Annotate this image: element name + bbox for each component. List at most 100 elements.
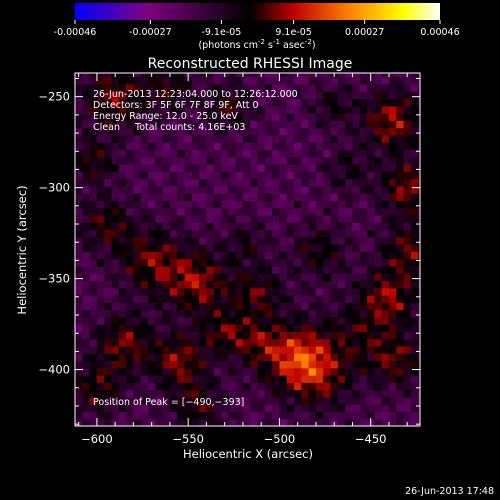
heatmap-cell <box>381 156 390 165</box>
heatmap-cell <box>213 287 222 296</box>
heatmap-cell <box>177 389 186 398</box>
heatmap-cell <box>82 345 91 354</box>
heatmap-cell <box>308 280 317 289</box>
heatmap-cell <box>323 83 332 92</box>
heatmap-cell <box>169 396 178 405</box>
heatmap-cell <box>140 294 149 303</box>
heatmap-cell <box>104 345 113 354</box>
heatmap-cell <box>410 251 419 260</box>
heatmap-cell <box>75 309 83 318</box>
heatmap-cell <box>250 113 259 121</box>
heatmap-cell <box>286 294 295 303</box>
heatmap-cell <box>359 324 368 332</box>
heatmap-cell <box>418 193 420 201</box>
heatmap-cell <box>403 345 412 354</box>
heatmap-cell <box>286 120 295 129</box>
heatmap-cell <box>272 404 281 413</box>
heatmap-cell <box>315 382 324 391</box>
heatmap-cell <box>104 171 113 180</box>
heatmap-cell <box>75 105 83 114</box>
heatmap-cell <box>352 309 361 318</box>
heatmap-cell <box>221 353 229 362</box>
heatmap-cell <box>140 345 149 354</box>
heatmap-cell <box>359 193 368 201</box>
heatmap-cell <box>388 229 397 238</box>
heatmap-cell <box>169 200 178 209</box>
heatmap-cell <box>374 142 383 151</box>
heatmap-cell <box>359 302 368 311</box>
heatmap-cell <box>206 229 215 238</box>
heatmap-cell <box>308 251 317 260</box>
heatmap-cell <box>199 302 208 311</box>
heatmap-cell <box>111 404 120 413</box>
heatmap-cell <box>242 163 251 172</box>
heatmap-cell <box>242 149 251 158</box>
heatmap-cell <box>250 134 259 143</box>
heatmap-cell <box>177 91 186 100</box>
heatmap-cell <box>418 258 420 267</box>
heatmap-cell <box>228 73 237 78</box>
heatmap-cell <box>169 127 178 136</box>
heatmap-cell <box>257 258 266 267</box>
heatmap-cell <box>396 163 405 172</box>
heatmap-cell <box>177 200 186 209</box>
heatmap-cell <box>410 207 419 216</box>
heatmap-cell <box>155 331 164 340</box>
heatmap-cell <box>235 338 244 347</box>
heatmap-cell <box>111 324 120 332</box>
heatmap-cell <box>301 418 310 426</box>
heatmap-cell <box>301 91 310 100</box>
heatmap-cell <box>272 236 281 245</box>
heatmap-cell <box>388 265 397 274</box>
heatmap-cell <box>308 73 317 78</box>
heatmap-cell <box>155 76 164 85</box>
heatmap-cell <box>177 375 186 383</box>
heatmap-cell <box>221 404 229 413</box>
heatmap-cell <box>250 404 259 413</box>
heatmap-cell <box>184 142 193 151</box>
heatmap-cell <box>286 83 295 92</box>
heatmap-cell <box>235 156 244 165</box>
heatmap-cell <box>315 345 324 354</box>
heatmap-cell <box>374 389 383 398</box>
heatmap-cell <box>388 98 397 107</box>
heatmap-cell <box>169 185 178 194</box>
heatmap-cell <box>272 73 281 78</box>
heatmap-cell <box>308 353 317 362</box>
heatmap-cell <box>388 411 397 420</box>
heatmap-cell <box>418 251 420 260</box>
heatmap-cell <box>191 229 200 238</box>
heatmap-cell <box>264 360 273 369</box>
heatmap-cell <box>82 98 91 107</box>
heatmap-cell <box>323 353 332 362</box>
colorbar-tick-label: 9.1e-05 <box>275 27 311 38</box>
heatmap-cell <box>191 113 200 121</box>
heatmap-cell <box>410 98 419 107</box>
heatmap-cell <box>294 302 302 311</box>
y-axis-label: Heliocentric Y (arcsec) <box>15 185 29 314</box>
heatmap-cell <box>104 98 113 107</box>
heatmap-cell <box>337 251 346 260</box>
heatmap-cell <box>330 375 339 383</box>
heatmap-cell <box>221 200 229 209</box>
heatmap-cell <box>301 251 310 260</box>
heatmap-cell <box>89 389 98 398</box>
heatmap-cell <box>410 382 419 391</box>
heatmap-cell <box>82 360 91 369</box>
heatmap-cell <box>272 418 281 426</box>
heatmap-cell <box>418 142 420 151</box>
heatmap-cell <box>133 244 142 252</box>
heatmap-cell <box>337 142 346 151</box>
heatmap-cell <box>242 382 251 391</box>
heatmap-cell <box>206 287 215 296</box>
heatmap-cell <box>235 214 244 223</box>
heatmap-cell <box>330 280 339 289</box>
heatmap-cell <box>75 353 83 362</box>
heatmap-cell <box>410 163 419 172</box>
heatmap-cell <box>206 142 215 151</box>
heatmap-cell <box>367 222 375 231</box>
heatmap-cell <box>257 375 266 383</box>
heatmap-cell <box>323 309 332 318</box>
heatmap-cell <box>286 105 295 114</box>
heatmap-cell <box>388 127 397 136</box>
